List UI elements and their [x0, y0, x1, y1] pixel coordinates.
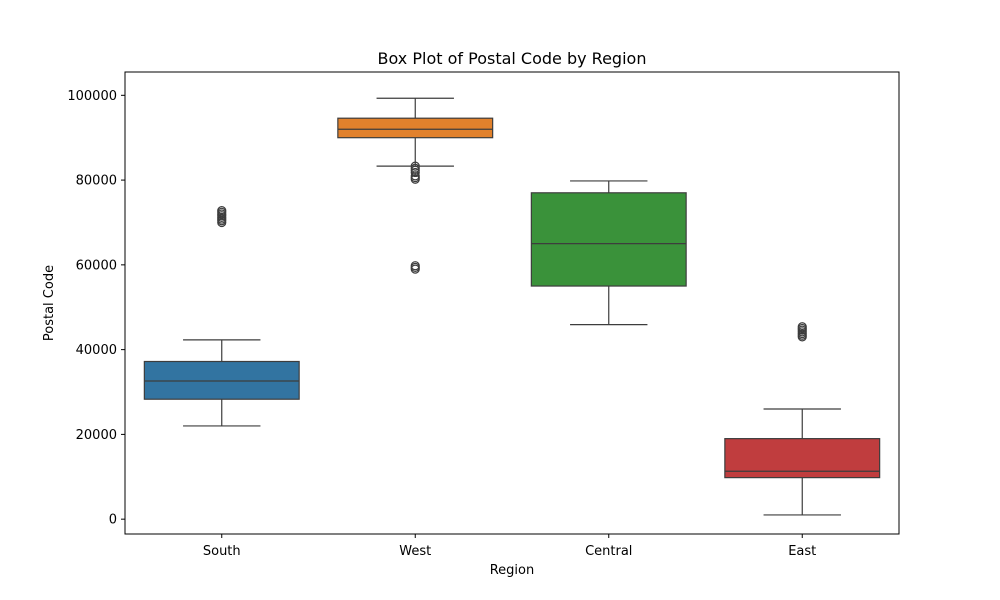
iqr-box [337, 117, 494, 139]
y-tick-label: 100000 [67, 89, 117, 104]
x-tick-label: South [203, 544, 241, 559]
y-axis: 0 20000 40000 60000 80000 100000 [67, 89, 125, 528]
box-west [337, 97, 494, 274]
outlier-point [797, 322, 807, 332]
x-tick-label: West [399, 544, 431, 559]
x-tick-label: East [788, 544, 816, 559]
iqr-box [143, 360, 300, 400]
y-axis-label: Postal Code [42, 265, 57, 341]
x-axis: South West Central East [203, 534, 816, 559]
y-tick-label: 60000 [76, 258, 117, 273]
plot-area [143, 97, 881, 516]
box-east [724, 322, 881, 516]
outlier-point [217, 206, 227, 216]
x-axis-label: Region [490, 563, 535, 578]
x-tick-label: Central [585, 544, 632, 559]
iqr-box [530, 192, 687, 287]
y-tick-label: 40000 [76, 343, 117, 358]
chart-title: Box Plot of Postal Code by Region [378, 49, 647, 68]
outlier-point [410, 261, 420, 271]
outlier-point [410, 161, 420, 171]
y-tick-label: 0 [109, 513, 117, 528]
box-central [530, 180, 687, 326]
y-tick-label: 20000 [76, 428, 117, 443]
box-south [143, 206, 300, 427]
y-tick-label: 80000 [76, 174, 117, 189]
plot-frame [124, 71, 900, 535]
